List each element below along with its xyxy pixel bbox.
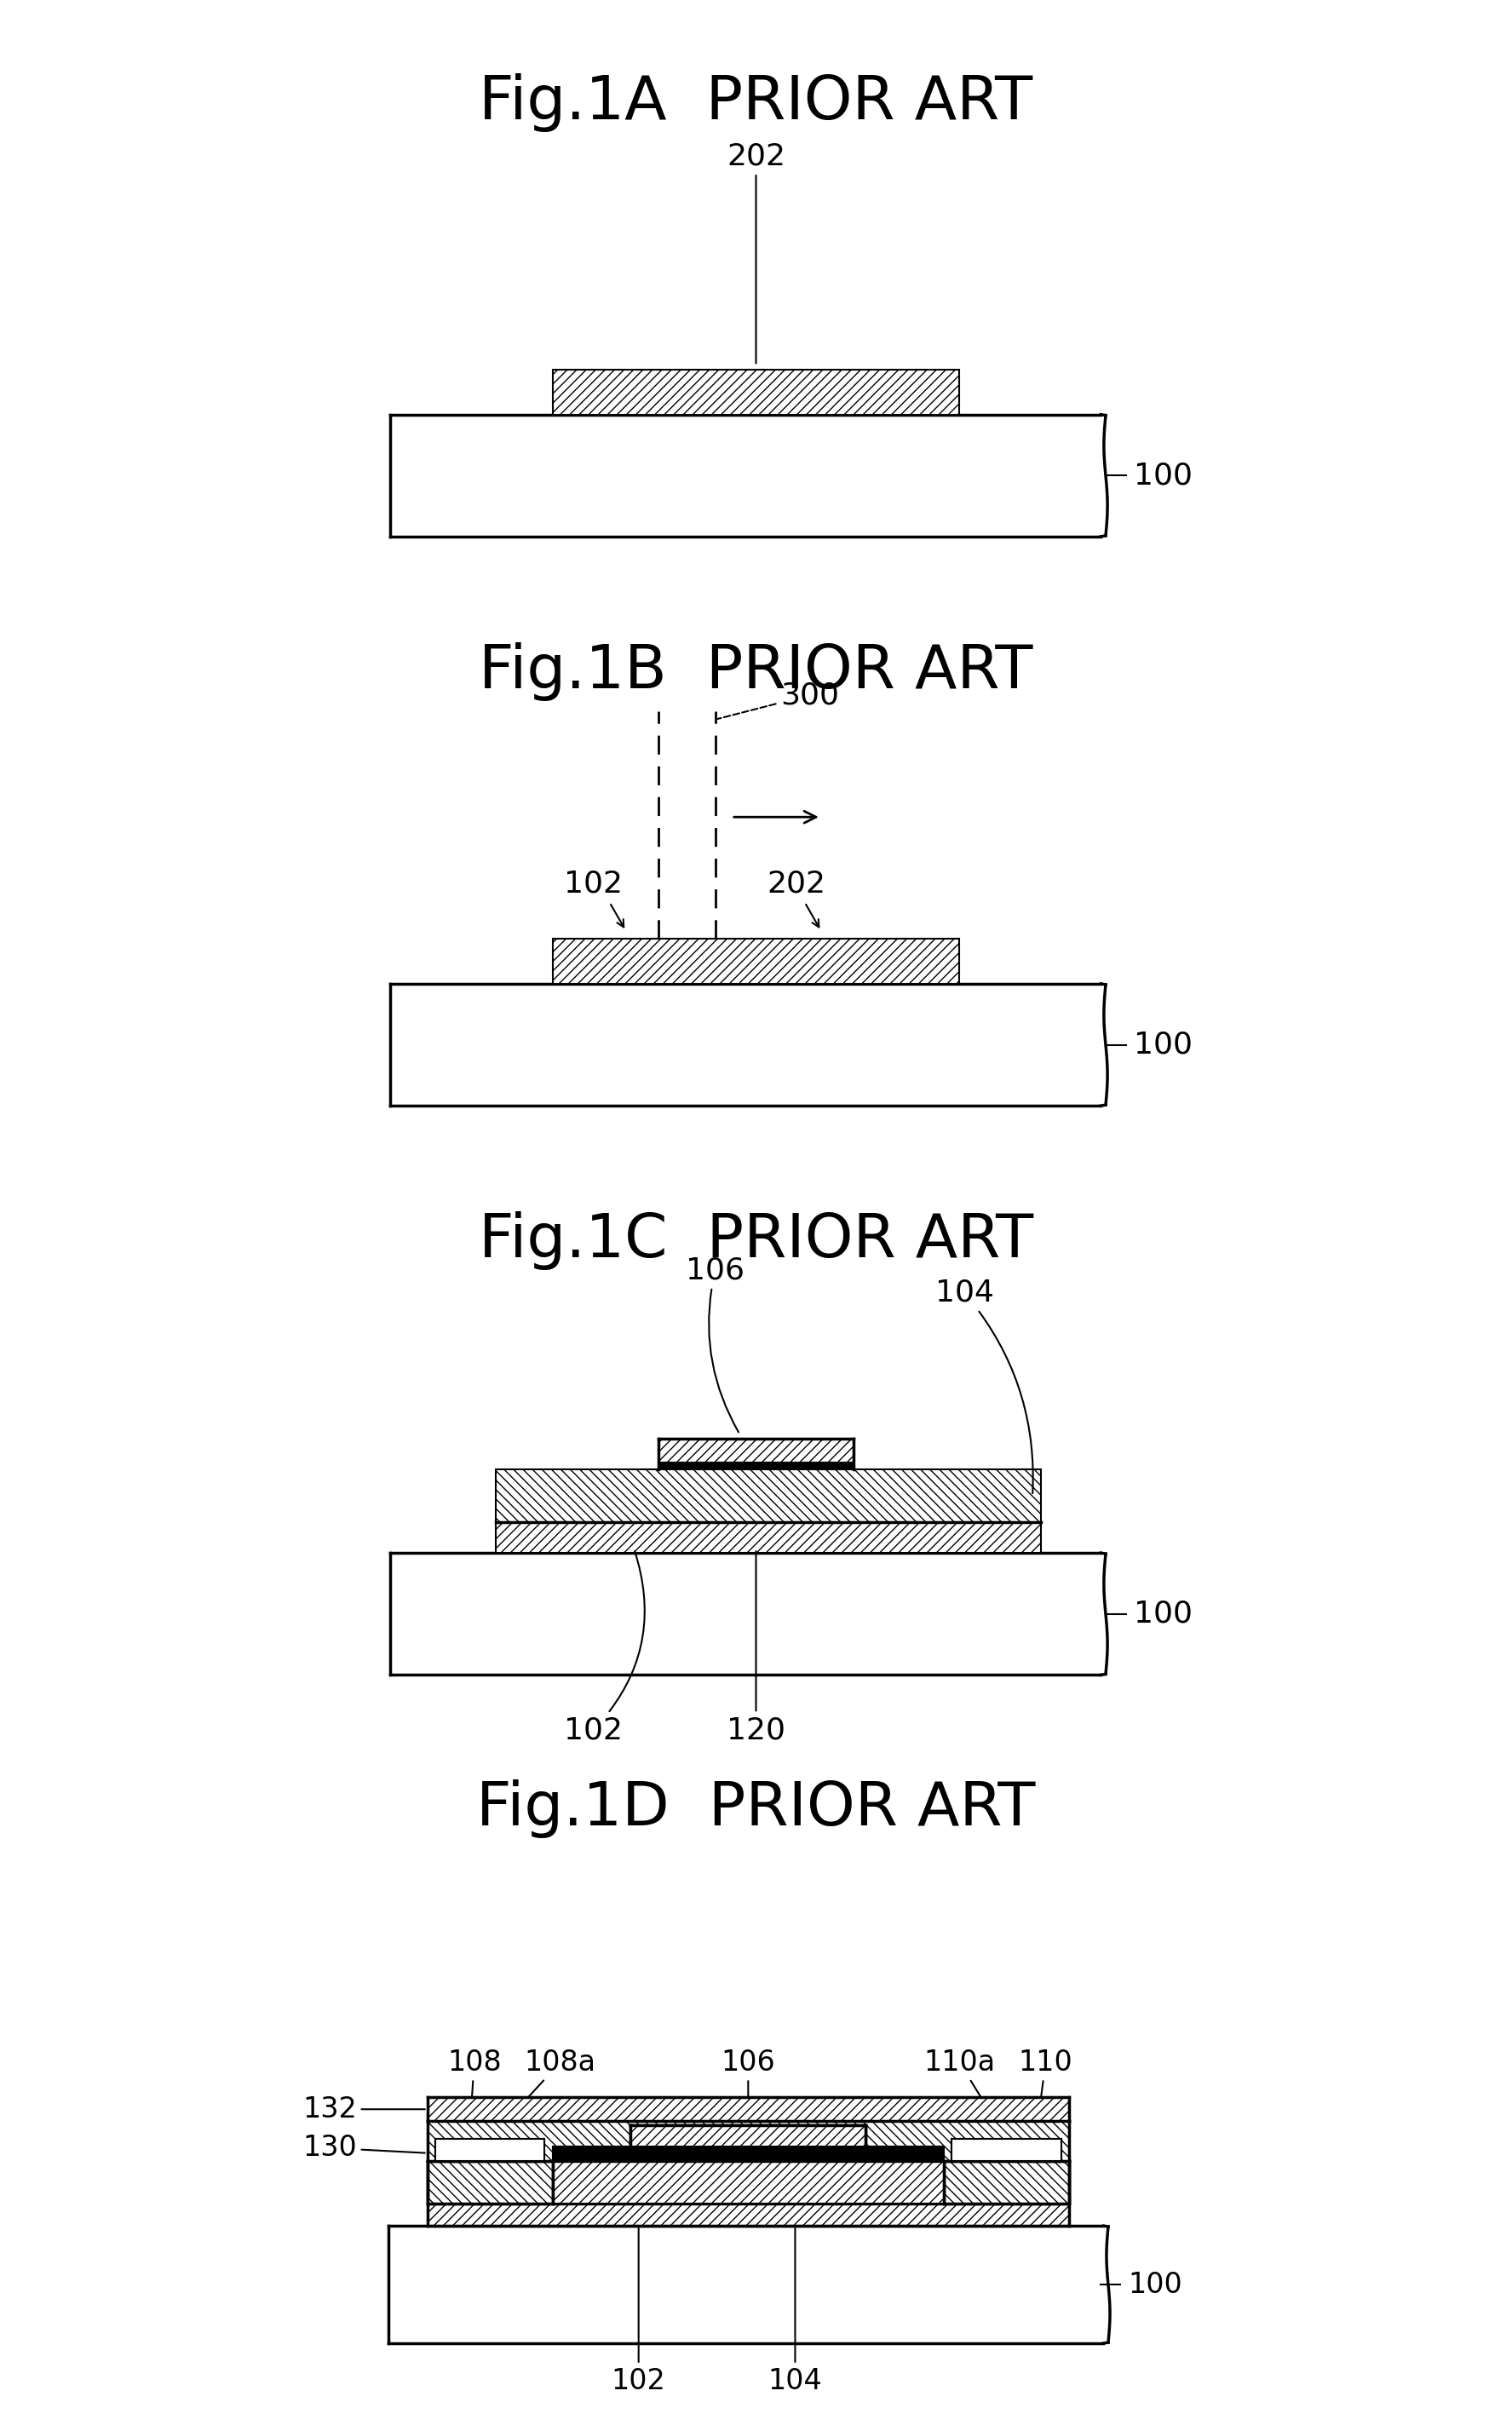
Bar bbox=[435, 2139, 544, 2161]
Text: 120: 120 bbox=[727, 1551, 785, 1745]
Text: 102: 102 bbox=[611, 2229, 665, 2395]
Text: 102: 102 bbox=[564, 1551, 644, 1745]
Bar bbox=[552, 2161, 943, 2205]
Text: 300: 300 bbox=[718, 681, 839, 720]
Bar bbox=[552, 2161, 943, 2205]
Bar bbox=[943, 2161, 1069, 2205]
Bar bbox=[552, 2147, 943, 2161]
Bar bbox=[951, 2139, 1061, 2161]
Bar bbox=[496, 1522, 1040, 1553]
Bar bbox=[951, 2139, 1061, 2161]
Bar bbox=[428, 2205, 1069, 2227]
Text: Fig.1D  PRIOR ART: Fig.1D PRIOR ART bbox=[476, 1779, 1036, 1838]
Polygon shape bbox=[390, 416, 1105, 537]
Bar bbox=[658, 1439, 854, 1463]
Bar bbox=[553, 370, 959, 416]
Bar bbox=[553, 938, 959, 985]
Text: 100: 100 bbox=[1134, 1600, 1193, 1629]
Text: 102: 102 bbox=[564, 870, 623, 899]
Bar bbox=[428, 2120, 1069, 2161]
Text: 100: 100 bbox=[1134, 1031, 1193, 1060]
Bar bbox=[631, 2125, 865, 2147]
Bar bbox=[658, 1463, 854, 1468]
Text: Fig.1C  PRIOR ART: Fig.1C PRIOR ART bbox=[479, 1211, 1033, 1271]
Text: 202: 202 bbox=[727, 141, 785, 362]
Polygon shape bbox=[390, 985, 1105, 1106]
Text: 106: 106 bbox=[721, 2049, 776, 2122]
Text: 104: 104 bbox=[768, 2229, 823, 2395]
Text: 108a: 108a bbox=[491, 2049, 596, 2137]
Text: Fig.1A  PRIOR ART: Fig.1A PRIOR ART bbox=[479, 73, 1033, 131]
Text: 130: 130 bbox=[302, 2134, 425, 2161]
Polygon shape bbox=[390, 1553, 1105, 1675]
Bar bbox=[631, 2125, 865, 2147]
Text: Fig.1B  PRIOR ART: Fig.1B PRIOR ART bbox=[479, 642, 1033, 700]
Text: 110a: 110a bbox=[924, 2049, 1005, 2137]
Text: 108: 108 bbox=[448, 2049, 502, 2181]
Text: 132: 132 bbox=[302, 2096, 425, 2122]
Text: 100: 100 bbox=[1134, 462, 1193, 491]
Bar bbox=[428, 2161, 1069, 2205]
Bar bbox=[435, 2139, 544, 2161]
Text: 106: 106 bbox=[686, 1257, 745, 1432]
Text: 100: 100 bbox=[1128, 2271, 1182, 2300]
Bar bbox=[428, 2098, 1069, 2120]
Bar bbox=[428, 2161, 552, 2205]
Bar bbox=[552, 2147, 943, 2161]
Bar bbox=[496, 1468, 1040, 1522]
Polygon shape bbox=[389, 2227, 1108, 2343]
Text: 202: 202 bbox=[767, 870, 826, 899]
Text: 110: 110 bbox=[1019, 2049, 1072, 2181]
Text: 104: 104 bbox=[934, 1279, 1033, 1493]
